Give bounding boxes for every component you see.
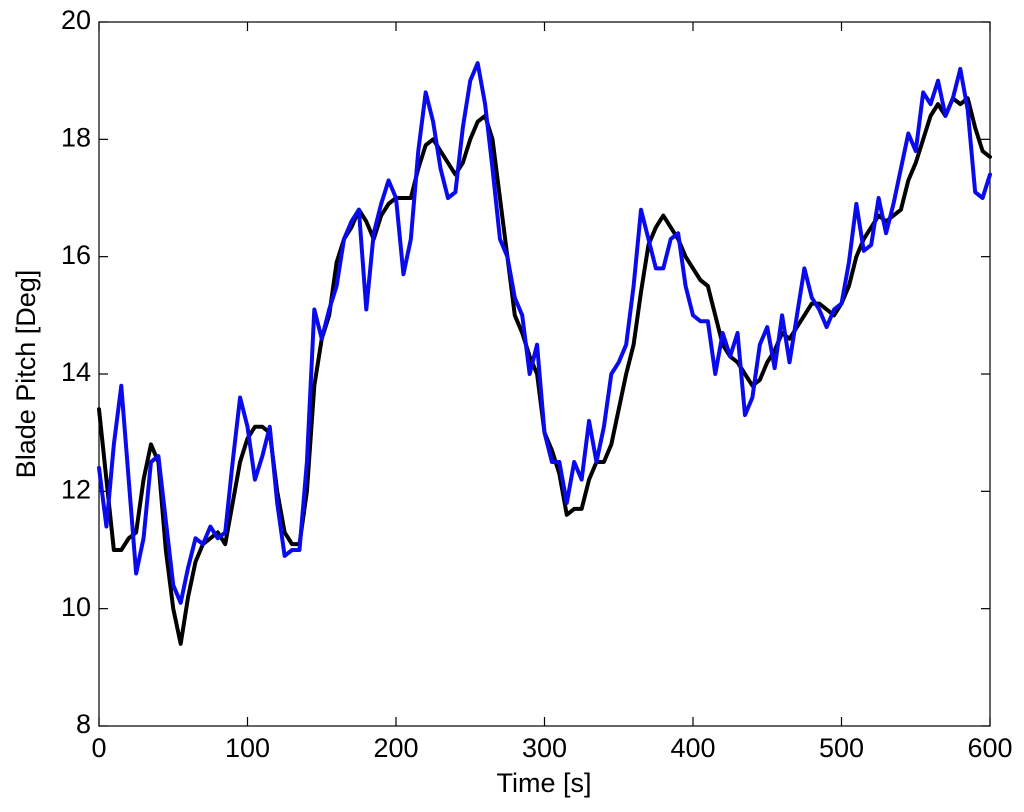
series-line [97,61,992,605]
y-tick-label: 8 [76,709,91,739]
y-tick-label: 20 [61,5,91,35]
x-tick-label: 0 [91,733,106,763]
y-axis-label: Blade Pitch [Deg] [11,270,41,479]
x-tick-label: 100 [225,733,270,763]
x-tick-label: 300 [522,733,567,763]
y-tick-label: 16 [61,240,91,270]
x-tick-label: 200 [373,733,418,763]
y-tick-label: 12 [61,474,91,504]
plot-frame [98,21,991,727]
y-tick-label: 18 [61,122,91,152]
y-tick-label: 14 [61,357,91,387]
x-tick-label: 600 [967,733,1012,763]
x-axis-label: Time [s] [496,768,591,798]
y-tick-label: 10 [61,592,91,622]
x-tick-label: 500 [819,733,864,763]
x-tick-label: 400 [670,733,715,763]
